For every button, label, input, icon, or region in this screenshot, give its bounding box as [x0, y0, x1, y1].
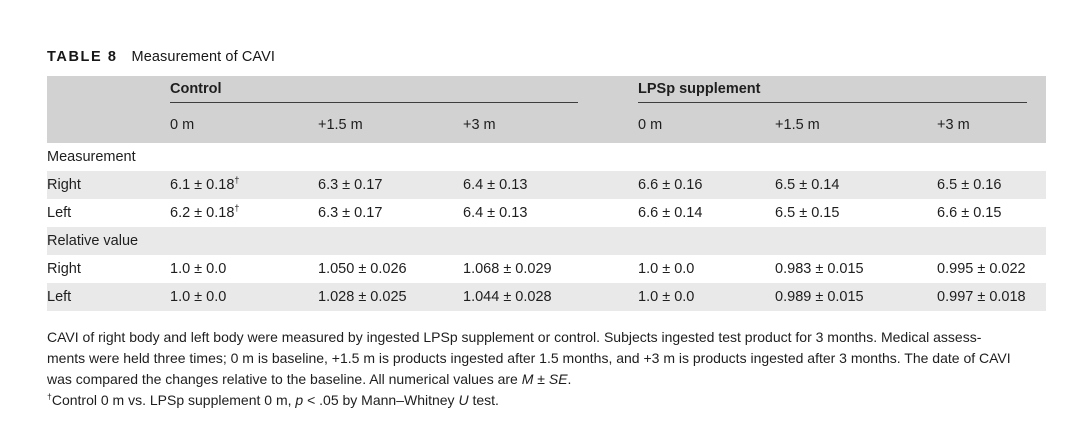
value-cell: 6.4 ± 0.13: [463, 205, 528, 221]
value-cell: 1.0 ± 0.0: [170, 283, 318, 311]
value-cell: 6.4 ± 0.13: [463, 171, 639, 199]
value-cell: 1.028 ± 0.025: [318, 283, 463, 311]
value-cell: 6.3 ± 0.17: [318, 205, 383, 221]
value-cell: 6.6 ± 0.14: [638, 205, 703, 221]
table-number: TABLE 8: [47, 49, 118, 65]
cavi-table: Control LPSp supplement 0 m +1.5 m +3 m …: [47, 76, 1047, 311]
spanner-row: Control LPSp supplement: [47, 76, 1047, 107]
value-cell: 6.2 ± 0.18†: [170, 203, 240, 221]
data-row: Left 1.0 ± 0.0 1.028 ± 0.025 1.044 ± 0.028 1…: [47, 283, 1047, 311]
value-cell: 0.989 ± 0.015: [775, 283, 938, 311]
value-cell: 6.5 ± 0.16: [937, 171, 1047, 199]
table-body: Measurement Right 6.1 ± 0.18† 6.3 ± 0.17 6.4…: [47, 143, 1047, 311]
value-cell: 6.6 ± 0.15: [937, 205, 1002, 221]
value-cell: [318, 227, 463, 255]
value-cell: 6.6 ± 0.16: [638, 171, 776, 199]
row-label: Measurement: [47, 149, 136, 165]
column-group-control: Control: [170, 76, 639, 107]
row-label: Right: [47, 261, 81, 277]
value-cell: [638, 143, 775, 171]
dagger-marker: †: [234, 175, 240, 186]
value-cell: 1.0 ± 0.0: [170, 261, 227, 277]
value-cell: [775, 227, 938, 255]
subheader-control-1-5m: +1.5 m: [318, 107, 463, 143]
value-cell: 6.3 ± 0.17: [318, 171, 463, 199]
table-caption: Measurement of CAVI: [131, 49, 276, 65]
value-cell: 1.0 ± 0.0: [638, 261, 695, 277]
subheader-empty-cell: [47, 107, 170, 143]
section-row: Measurement: [47, 143, 1046, 171]
value-cell: [463, 143, 638, 171]
control-group-label: Control: [170, 81, 579, 103]
data-row: Left 6.2 ± 0.18† 6.3 ± 0.17 6.4 ± 0.13 6.6 ±…: [47, 199, 1046, 227]
subheader-lpsp-3m: +3 m: [937, 107, 1047, 143]
table-title: TABLE 8 Measurement of CAVI: [47, 49, 1087, 65]
value-cell: [937, 143, 1046, 171]
subheader-lpsp-1-5m: +1.5 m: [775, 107, 938, 143]
value-cell: [170, 227, 318, 255]
section-row: Relative value: [47, 227, 1047, 255]
column-group-lpsp-supplement: LPSp supplement: [638, 76, 1047, 107]
data-row: Right 1.0 ± 0.0 1.050 ± 0.026 1.068 ± 0.029…: [47, 255, 1046, 283]
footnote-line: †Control 0 m vs. LPSp supplement 0 m, p …: [47, 391, 499, 408]
value-cell: [638, 227, 776, 255]
value-cell: [463, 227, 639, 255]
row-label: Right: [47, 171, 170, 199]
subheader-lpsp-0m: 0 m: [638, 107, 776, 143]
value-cell: 1.0 ± 0.0: [638, 283, 776, 311]
value-cell: [775, 143, 937, 171]
lpsp-group-label: LPSp supplement: [638, 81, 1028, 103]
subheader-control-3m: +3 m: [463, 107, 639, 143]
value-cell: 0.983 ± 0.015: [775, 261, 864, 277]
value-cell: 1.068 ± 0.029: [463, 261, 552, 277]
value-cell: 6.1 ± 0.18†: [170, 171, 318, 199]
value-cell: 1.044 ± 0.028: [463, 283, 639, 311]
value-cell: [937, 227, 1047, 255]
footnote-line: was compared the changes relative to the…: [47, 371, 572, 387]
data-row: Right 6.1 ± 0.18† 6.3 ± 0.17 6.4 ± 0.13 6.6 …: [47, 171, 1047, 199]
value-cell: 0.995 ± 0.022: [937, 261, 1026, 277]
spanner-empty-cell: [47, 76, 170, 107]
value-cell: [170, 143, 318, 171]
value-cell: 0.997 ± 0.018: [937, 283, 1047, 311]
row-label: Left: [47, 205, 72, 221]
value-cell: 6.5 ± 0.15: [775, 205, 840, 221]
subheader-control-0m: 0 m: [170, 107, 318, 143]
value-cell: 1.050 ± 0.026: [318, 261, 407, 277]
value-cell: [318, 143, 463, 171]
footnote-line: ments were held three times; 0 m is base…: [47, 350, 1011, 366]
subheader-row: 0 m +1.5 m +3 m 0 m +1.5 m +3 m: [47, 107, 1047, 143]
table-header: Control LPSp supplement 0 m +1.5 m +3 m …: [47, 76, 1047, 143]
row-label: Left: [47, 283, 170, 311]
dagger-marker: †: [234, 203, 240, 214]
value-cell: 6.5 ± 0.14: [775, 171, 938, 199]
footnote-line: CAVI of right body and left body were me…: [47, 329, 982, 345]
footnote: CAVI of right body and left body were me…: [47, 327, 1047, 411]
row-label: Relative value: [47, 227, 170, 255]
